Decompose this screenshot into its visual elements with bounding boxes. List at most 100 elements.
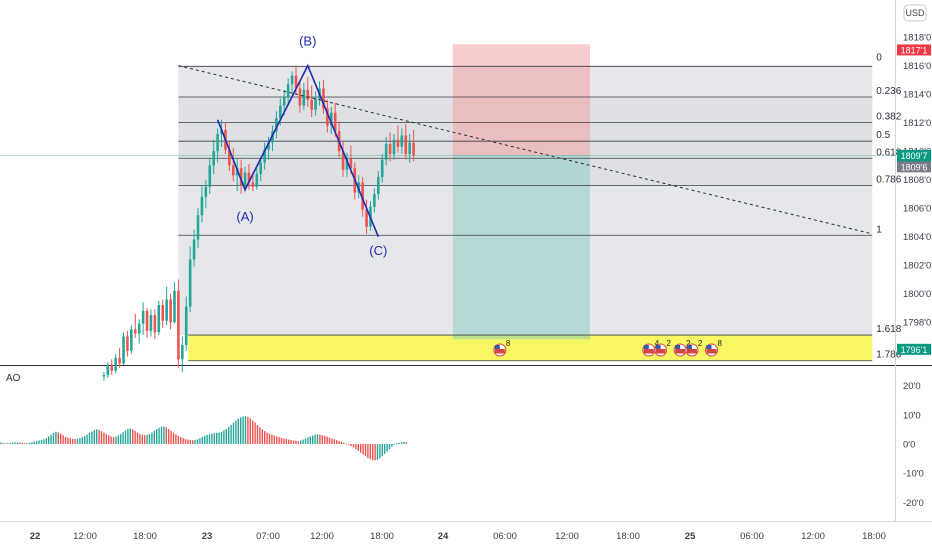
price-axis[interactable]: 1818'01816'01814'01812'01810'01808'01806… <box>903 33 931 329</box>
take-profit-zone[interactable] <box>452 155 590 340</box>
price-tick-label[interactable]: 1804'0 <box>903 232 931 243</box>
time-tick-label[interactable]: 12:00 <box>801 531 825 542</box>
us-flag-stripes <box>494 349 505 354</box>
time-tick-label[interactable]: 18:00 <box>862 531 886 542</box>
time-tick-label[interactable]: 12:00 <box>310 531 334 542</box>
wave-label[interactable]: (C) <box>369 243 387 258</box>
price-tick-label[interactable]: 1800'0 <box>903 289 931 300</box>
price-tick-label[interactable]: 1802'0 <box>903 261 931 272</box>
time-tick-label[interactable]: 24 <box>438 531 449 542</box>
trendline[interactable] <box>178 65 873 235</box>
currency-button[interactable]: USD <box>903 4 927 22</box>
candle <box>373 188 376 213</box>
time-tick-label[interactable]: 06:00 <box>493 531 517 542</box>
price-tick-label[interactable]: 1814'0 <box>903 90 931 101</box>
fib-label[interactable]: 0.786 <box>876 174 901 185</box>
candle-body <box>228 149 231 166</box>
fib-label[interactable]: 0 <box>876 52 882 63</box>
fib-label[interactable]: 0.382 <box>876 112 901 123</box>
candle-body <box>263 149 266 163</box>
candlestick-series <box>102 65 415 381</box>
time-tick-label[interactable]: 12:00 <box>73 531 97 542</box>
price-tick-label[interactable]: 1806'0 <box>903 204 931 215</box>
time-tick-label[interactable]: 18:00 <box>616 531 640 542</box>
price-tick-label[interactable]: 1808'0 <box>903 175 931 186</box>
time-tick-label[interactable]: 23 <box>202 531 213 542</box>
wave-label[interactable]: (B) <box>299 34 316 49</box>
ao-bar <box>247 416 249 444</box>
candle-body <box>145 310 149 331</box>
wave-path[interactable] <box>216 63 380 237</box>
indicator-name[interactable]: AO <box>6 373 21 384</box>
ao-tick-label[interactable]: 0'0 <box>903 440 915 451</box>
ao-tick-label[interactable]: 20'0 <box>903 381 921 392</box>
ao-tick-label[interactable]: -10'0 <box>903 469 924 480</box>
ao-bar <box>276 436 278 444</box>
fib-label[interactable]: 1.786 <box>876 350 901 361</box>
time-tick-label[interactable]: 18:00 <box>370 531 394 542</box>
ao-bar <box>199 438 201 444</box>
candle <box>118 347 121 368</box>
fib-label[interactable]: 1 <box>876 224 882 235</box>
candle-body <box>212 151 215 166</box>
ao-bar <box>21 442 23 444</box>
price-tick-label[interactable]: 1818'0 <box>903 33 931 44</box>
price-tick-label[interactable]: 1812'0 <box>903 118 931 129</box>
wave-label[interactable]: (A) <box>236 209 253 224</box>
candle-body <box>365 209 368 227</box>
ao-axis[interactable]: 20'0 10'0 0'0 -10'0 -20'0 <box>903 381 924 509</box>
candle-body <box>302 89 306 106</box>
candle <box>192 229 196 267</box>
ao-bar <box>367 444 369 459</box>
candle <box>302 82 306 110</box>
event-flag[interactable]: 2 <box>685 339 703 357</box>
ao-bar <box>144 435 146 444</box>
candle <box>122 332 125 365</box>
candle <box>275 111 278 139</box>
ao-bar <box>168 429 170 444</box>
trendline-segment[interactable] <box>178 65 873 235</box>
fib-retracement-lines[interactable]: 0 0.236 0.382 0.5 0.618 0.786 1 1.618 1.786 <box>178 52 902 362</box>
candle-body <box>267 142 270 150</box>
time-tick-label[interactable]: 07:00 <box>256 531 280 542</box>
event-flag[interactable]: 8 <box>493 339 511 357</box>
ao-bar <box>16 442 19 444</box>
ao-tick-label[interactable]: 10'0 <box>903 410 921 421</box>
candle <box>380 154 384 183</box>
abc-wave[interactable]: (A) (B) (C) <box>216 34 388 259</box>
fib-label[interactable]: 0.5 <box>876 130 890 141</box>
time-tick-label[interactable]: 06:00 <box>740 531 764 542</box>
time-tick-label[interactable]: 18:00 <box>133 531 157 542</box>
event-flag[interactable]: 2 <box>654 339 672 357</box>
ao-tick-label[interactable]: -20'0 <box>903 498 924 509</box>
candle <box>149 309 153 337</box>
fib-label[interactable]: 0.618 <box>876 147 901 158</box>
time-tick-label[interactable]: 22 <box>30 531 41 542</box>
price-tick-label[interactable]: 1798'0 <box>903 318 931 329</box>
ao-bar <box>396 443 398 445</box>
time-tick-label[interactable]: 12:00 <box>555 531 579 542</box>
stop-loss-zone[interactable] <box>452 44 590 156</box>
fib-extension-zone[interactable] <box>188 335 873 361</box>
time-axis[interactable]: 22 12:00 18:00 23 07:00 12:00 18:00 24 06:00 12:0… <box>30 531 886 542</box>
indicator-pane[interactable] <box>0 366 895 521</box>
fib-label[interactable]: 0.236 <box>876 86 901 97</box>
ao-bar <box>292 440 295 444</box>
price-tick-label[interactable]: 1816'0 <box>903 61 931 72</box>
ao-bar <box>244 416 247 444</box>
position-box[interactable] <box>452 44 590 340</box>
fib-label[interactable]: 1.618 <box>876 324 901 335</box>
candle-body <box>380 159 384 177</box>
ao-bar <box>312 435 314 444</box>
event-count: 4 <box>655 339 660 348</box>
ao-bar <box>165 427 167 444</box>
event-flag[interactable]: 8 <box>705 339 723 357</box>
time-tick-label[interactable]: 25 <box>685 531 696 542</box>
ao-bar <box>350 444 352 447</box>
ao-bar <box>388 444 391 450</box>
ao-bar <box>331 438 333 444</box>
event-flag[interactable]: 4 <box>642 339 660 357</box>
price-pane[interactable] <box>0 0 895 365</box>
